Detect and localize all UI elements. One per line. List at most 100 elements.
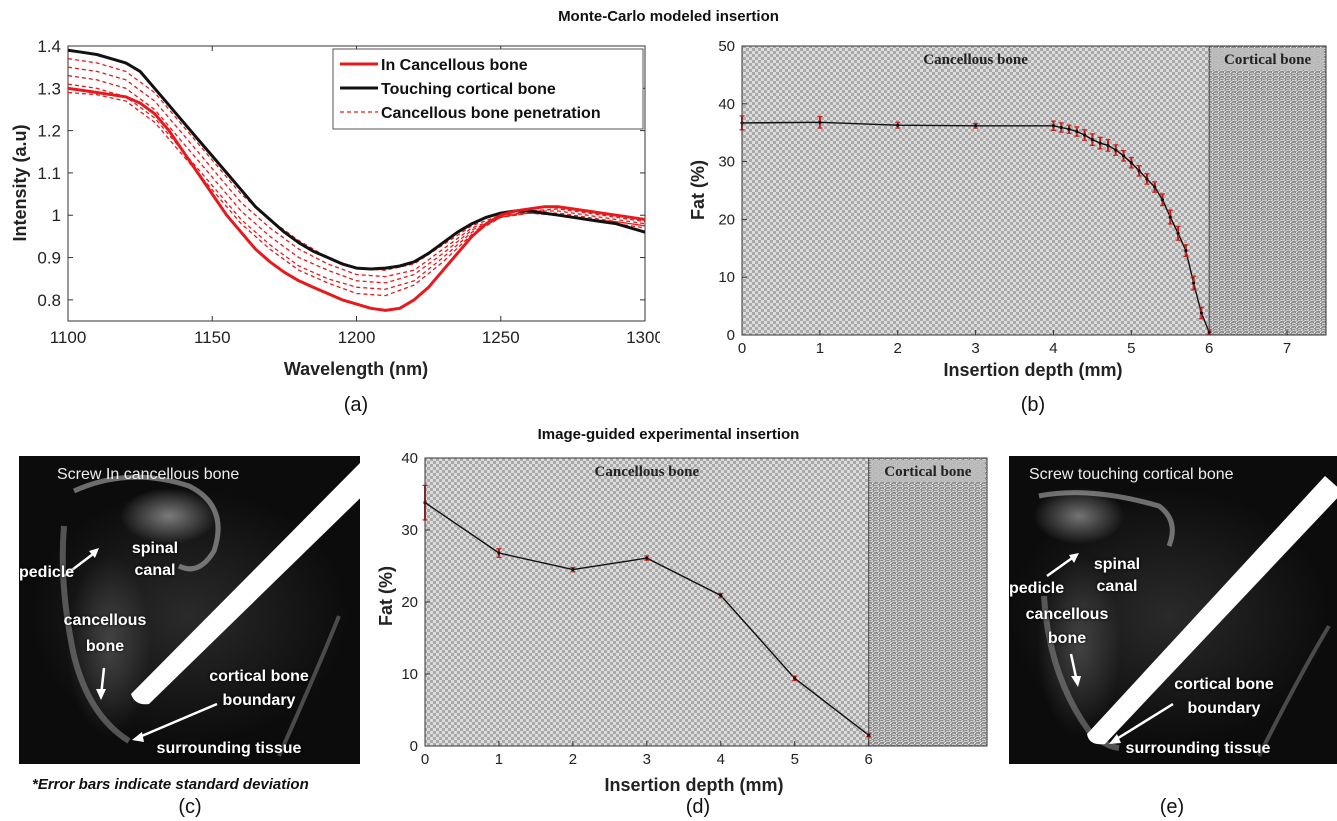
chart-b-ytick-label: 10 xyxy=(718,269,735,286)
chart-a-ytick-label: 0.9 xyxy=(37,249,61,268)
screw-shape-c xyxy=(131,463,360,705)
chart-d-xlabel: Insertion depth (mm) xyxy=(605,775,784,795)
ct-e-label-cancellous-1: cancellous xyxy=(1025,606,1109,623)
chart-b-ytick-label: 30 xyxy=(718,154,735,171)
chart-b-ytick-label: 40 xyxy=(718,96,735,113)
chart-b-point xyxy=(1160,198,1165,202)
chart-a-ytick-label: 0.8 xyxy=(37,291,61,310)
chart-b-point xyxy=(1098,141,1102,145)
chart-d-point xyxy=(867,733,871,737)
ct-c-label-surrounding: surrounding tissue xyxy=(156,740,302,757)
chart-b-point xyxy=(1083,133,1087,137)
chart-b-point xyxy=(896,123,900,127)
error-bar-note: *Error bars indicate standard deviation xyxy=(32,776,309,793)
chart-b-xtick-label: 1 xyxy=(816,340,824,357)
ct-c-title: Screw In cancellous bone xyxy=(57,466,240,483)
chart-b-point xyxy=(1059,125,1063,130)
chart-d-ylabel: Fat (%) xyxy=(376,566,396,626)
chart-b-xtick-label: 3 xyxy=(971,340,979,357)
chart-b-region-cancellous-label: Cancellous bone xyxy=(923,52,1028,68)
ct-e-title: Screw touching cortical bone xyxy=(1029,466,1234,483)
chart-b-region-cancellous xyxy=(742,46,1210,335)
chart-b-point xyxy=(1075,129,1079,134)
top-section-header: Monte-Carlo modeled insertion xyxy=(558,8,779,25)
chart-a-ytick-label: 1.2 xyxy=(37,122,61,141)
chart-d-region-cortical-label: Cortical bone xyxy=(884,464,971,480)
chart-d-xtick-label: 3 xyxy=(643,751,651,768)
chart-a-series-cancellous-bone-penetration-5 xyxy=(68,91,645,297)
chart-b-xtick-label: 4 xyxy=(1049,340,1057,357)
ct-image-e-drawing xyxy=(1038,476,1337,757)
chart-b-point xyxy=(1121,154,1126,158)
chart-d-region-cancellous xyxy=(425,458,869,746)
legend-label-cortical: Touching cortical bone xyxy=(381,81,556,98)
chart-d-ytick-label: 40 xyxy=(401,450,418,467)
chart-a-xtick-label: 1250 xyxy=(482,328,520,347)
arrow-cortical-e xyxy=(1114,702,1174,742)
chart-d-region-cancellous-label: Cancellous bone xyxy=(595,464,700,480)
ct-c-label-cancellous-2: bone xyxy=(85,638,125,655)
chart-d-ytick-label: 30 xyxy=(401,522,418,539)
chart-d-region-cortical xyxy=(868,458,987,746)
chart-d-cortical-label-bg xyxy=(870,460,985,482)
chart-b-point xyxy=(1145,177,1149,181)
chart-b-region-cortical xyxy=(1209,46,1326,335)
panel-label-b: (b) xyxy=(1020,394,1046,416)
ct-c-label-spinal-1: spinal xyxy=(131,540,179,557)
arrow-pedicle-e xyxy=(1046,554,1076,578)
legend-label-penetration: Cancellous bone penetration xyxy=(381,105,601,122)
chart-b-ytick-label: 0 xyxy=(727,327,735,344)
panel-label-a: (a) xyxy=(343,394,369,416)
chart-d-xtick-label: 2 xyxy=(569,751,577,768)
chart-d-xtick-label: 6 xyxy=(865,751,873,768)
chart-b-point xyxy=(1051,124,1056,128)
chart-b-point xyxy=(1067,127,1071,131)
chart-b-point xyxy=(1153,185,1157,189)
chart-d-point xyxy=(719,593,723,598)
chart-a-spectra: 1100 1150 1200 1250 13000.80.911.11.21.31.4 … xyxy=(10,37,660,379)
ct-e-label-spinal-1: spinal xyxy=(1093,556,1141,573)
chart-a-series-in-cancellous-bone xyxy=(68,86,645,312)
ct-c-label-pedicle: pedicle xyxy=(19,564,75,581)
chart-a-ytick-label: 1.3 xyxy=(37,79,61,98)
screw-shape-e xyxy=(1087,476,1337,745)
chart-b-point xyxy=(1192,281,1196,285)
panel-label-c: (c) xyxy=(178,796,202,818)
ct-image-c: Screw In cancellous bone pedicle spinal … xyxy=(19,456,360,764)
chart-b-ytick-label: 20 xyxy=(718,211,735,228)
chart-b-point xyxy=(1129,161,1133,165)
ct-e-label-cancellous-2: bone xyxy=(1047,630,1087,647)
ct-c-label-cortical-1: cortical bone xyxy=(209,668,309,685)
chart-d-ytick-label: 20 xyxy=(401,594,418,611)
ct-c-label-cancellous-1: cancellous xyxy=(63,612,147,629)
chart-b-xtick-label: 0 xyxy=(738,340,746,357)
chart-d-point xyxy=(645,556,649,560)
chart-b-point xyxy=(1106,143,1110,148)
chart-b-point xyxy=(1168,215,1172,219)
chart-d-xtick-label: 5 xyxy=(791,751,799,768)
chart-a-xtick-label: 1150 xyxy=(194,328,231,347)
chart-b-xtick-label: 2 xyxy=(894,340,902,357)
chart-b-fat-model: 0 1 2 3 4 5 6 7 0 10 20 30 40 50 Cancellous bone Cort… xyxy=(688,38,1327,380)
chart-b-xtick-label: 5 xyxy=(1127,340,1135,357)
chart-a-ytick-label: 1.1 xyxy=(37,164,61,183)
chart-b-xtick-label: 7 xyxy=(1283,340,1291,357)
chart-b-ylabel: Fat (%) xyxy=(688,160,708,220)
chart-a-ytick-label: 1 xyxy=(52,206,61,225)
chart-a-xtick-label: 1200 xyxy=(338,328,376,347)
chart-b-point xyxy=(974,124,978,128)
chart-a-xlabel: Wavelength (nm) xyxy=(284,359,428,379)
chart-b-point xyxy=(818,120,822,124)
chart-b-point xyxy=(1114,148,1118,152)
chart-a-series-touching-cortical-bone xyxy=(68,48,645,271)
ct-c-label-cortical-2: boundary xyxy=(222,692,296,709)
ct-e-label-cortical-2: boundary xyxy=(1187,700,1261,717)
chart-b-xtick-label: 6 xyxy=(1205,340,1213,357)
chart-d-point xyxy=(571,568,575,572)
chart-a-ylabel: Intensity (a.u) xyxy=(10,124,30,241)
chart-b-point xyxy=(1090,138,1094,142)
ct-e-label-pedicle: pedicle xyxy=(1009,580,1065,597)
ct-c-label-spinal-2: canal xyxy=(134,562,176,579)
panel-label-d: (d) xyxy=(685,796,711,818)
chart-b-ytick-label: 50 xyxy=(718,38,735,55)
